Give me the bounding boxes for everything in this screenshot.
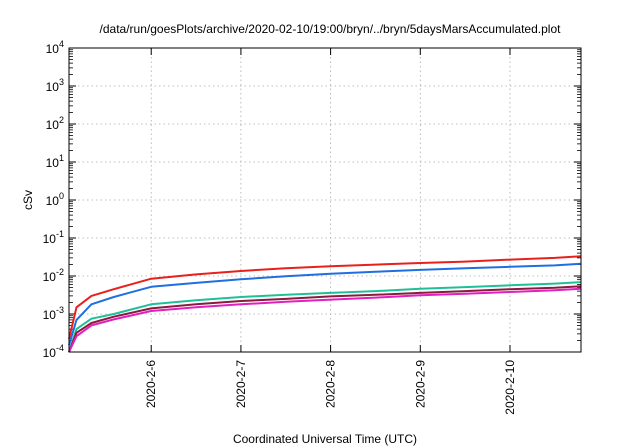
y-tick-label: 10-3 — [43, 305, 64, 322]
plot-frame — [68, 47, 582, 353]
series-line-1 — [68, 255, 582, 340]
y-tick-labels: 10-4 10-3 10-2 10-1 100 101 102 103 104 — [43, 39, 64, 360]
series-lines — [68, 255, 582, 353]
x-axis-label: Coordinated Universal Time (UTC) — [233, 432, 417, 446]
x-tick-label: 2020-2-6 — [144, 360, 158, 408]
x-tick-label: 2020-2-10 — [503, 360, 517, 415]
y-tick-label: 101 — [46, 153, 64, 170]
x-tick-label: 2020-2-7 — [234, 360, 248, 408]
x-tick-label: 2020-2-8 — [324, 360, 338, 408]
y-tick-label: 10-2 — [43, 267, 64, 284]
series-line-2 — [68, 262, 582, 346]
y-tick-label: 103 — [46, 77, 64, 94]
y-tick-label: 104 — [46, 39, 64, 56]
x-tick-label: 2020-2-9 — [413, 360, 427, 408]
chart-title: /data/run/goesPlots/archive/2020-02-10/1… — [100, 22, 562, 36]
y-tick-label: 10-1 — [43, 229, 64, 246]
series-line-3 — [68, 281, 582, 353]
y-axis-label: cSv — [21, 190, 35, 210]
y-tick-label: 100 — [46, 191, 64, 208]
series-line-4 — [68, 285, 582, 353]
x-tick-labels: 2020-2-6 2020-2-7 2020-2-8 2020-2-9 2020-2-1… — [144, 360, 517, 415]
y-tick-label: 102 — [46, 115, 64, 132]
y-tick-label: 10-4 — [43, 343, 64, 360]
series-line-5 — [68, 287, 582, 353]
